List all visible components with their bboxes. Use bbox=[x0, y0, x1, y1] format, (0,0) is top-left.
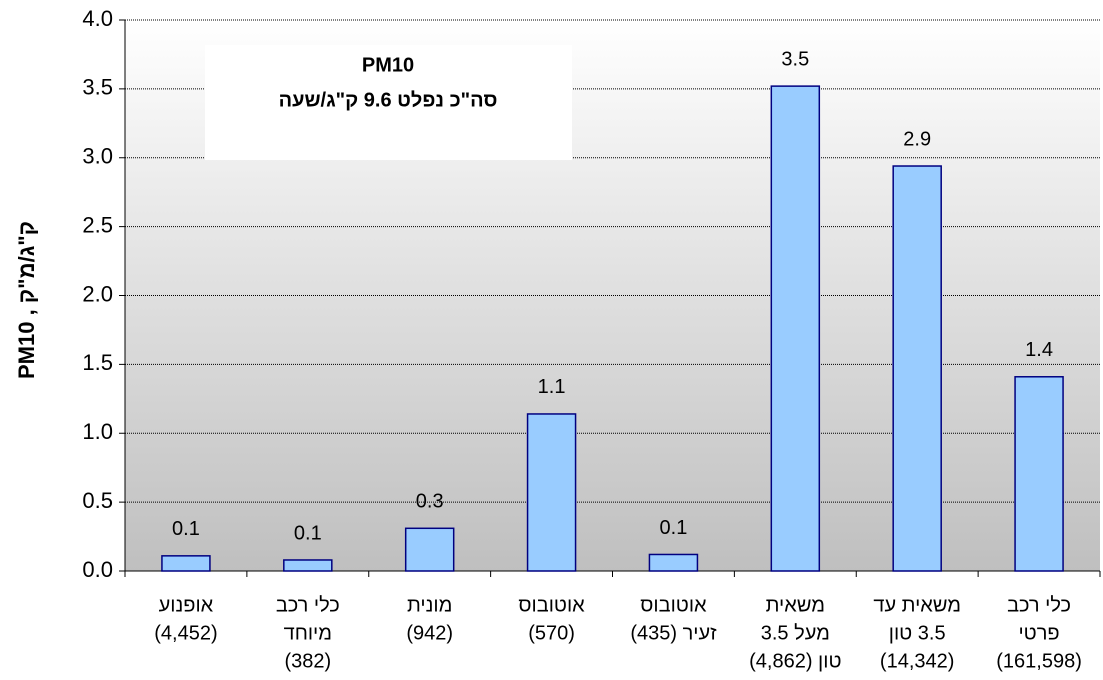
x-tick-label: (382) bbox=[284, 650, 331, 672]
value-label: 0.1 bbox=[172, 518, 200, 540]
y-tick-label: 3.0 bbox=[82, 144, 113, 169]
y-tick-label: 1.0 bbox=[82, 419, 113, 444]
title-box bbox=[205, 45, 572, 160]
y-tick-label: 0.5 bbox=[82, 488, 113, 513]
x-tick-label: משאית bbox=[766, 594, 825, 616]
x-tick-label: אופנוע bbox=[159, 594, 214, 616]
y-tick-label: 0.0 bbox=[82, 557, 113, 582]
y-tick-label: 1.5 bbox=[82, 350, 113, 375]
x-tick-label: משאית עד bbox=[873, 594, 961, 616]
bar bbox=[161, 555, 211, 572]
x-tick-label: (942) bbox=[406, 622, 453, 644]
y-tick-label: 3.5 bbox=[82, 75, 113, 100]
y-tick-label: 4.0 bbox=[82, 6, 113, 31]
x-tick-label: (4,452) bbox=[154, 622, 217, 644]
x-tick-label: זעיר (435) bbox=[630, 622, 717, 644]
value-label: 1.4 bbox=[1025, 339, 1053, 361]
bar bbox=[404, 527, 455, 572]
x-tick-label: מיוחד bbox=[284, 622, 332, 644]
bar bbox=[770, 85, 821, 572]
x-tick-label: כלי רכב bbox=[276, 594, 340, 616]
value-label: 1.1 bbox=[538, 376, 566, 398]
x-tick-label: טון (4,862) bbox=[749, 650, 841, 672]
x-tick-label: (14,342) bbox=[880, 650, 955, 672]
x-tick-label: 3.5 טון bbox=[889, 622, 946, 644]
bar bbox=[1014, 376, 1064, 572]
y-tick-label: 2.5 bbox=[82, 212, 113, 237]
x-tick-label: מעל 3.5 bbox=[761, 622, 830, 644]
x-tick-label: פרטי bbox=[1018, 622, 1059, 644]
bar bbox=[648, 553, 699, 572]
chart-subtitle: סה"כ נפלט 9.6 ק"ג/שעה bbox=[279, 89, 498, 111]
x-tick-label: (570) bbox=[528, 622, 575, 644]
y-tick-label: 2.0 bbox=[82, 281, 113, 306]
x-tick-label: אוטובוס bbox=[518, 594, 585, 616]
x-tick-label: כלי רכב bbox=[1007, 594, 1071, 616]
value-label: 3.5 bbox=[781, 48, 809, 70]
value-label: 0.1 bbox=[294, 522, 322, 544]
x-tick-label: (161,598) bbox=[996, 650, 1082, 672]
x-tick-label: מונית bbox=[407, 594, 452, 616]
value-label: 0.3 bbox=[416, 491, 444, 513]
bar bbox=[283, 559, 333, 572]
x-tick-label: אוטובוס bbox=[640, 594, 707, 616]
value-label: 0.1 bbox=[660, 517, 688, 539]
y-axis-label: ק"ג/מ"ק , PM10 bbox=[14, 221, 39, 379]
value-label: 2.9 bbox=[903, 128, 931, 150]
bar bbox=[892, 165, 942, 572]
chart-title: PM10 bbox=[362, 54, 414, 76]
bar bbox=[526, 413, 577, 572]
